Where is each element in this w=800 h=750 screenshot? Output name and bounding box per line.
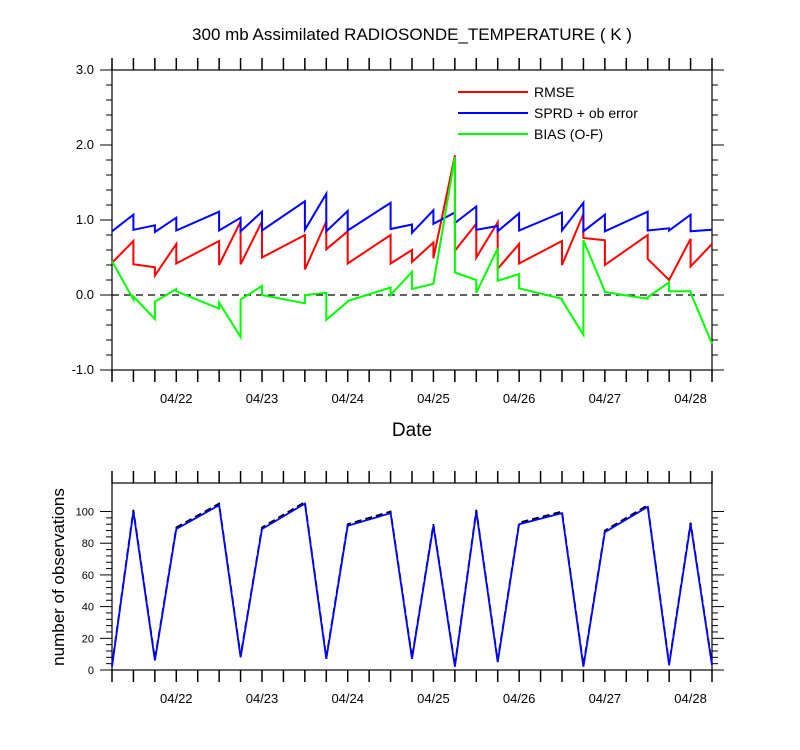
top-chart-panel: -1.0 0.0 1.0 2.0 3.0 04/22 04/23 04/24 04/25 04/2…	[72, 58, 724, 406]
y-tick-label: 20	[82, 633, 94, 645]
x-tick-label: 04/25	[417, 391, 450, 406]
x-tick-label: 04/25	[417, 691, 450, 706]
y-tick-label: 80	[82, 538, 94, 550]
x-tick-label: 04/26	[503, 391, 536, 406]
x-tick-label: 04/28	[674, 391, 707, 406]
plot-frame	[111, 482, 713, 671]
legend-label-sprd-ob-error: SPRD + ob error	[534, 105, 638, 121]
x-tick-label: 04/22	[160, 391, 193, 406]
y-tick-label: 3.0	[76, 62, 94, 77]
y-tick-label: 0.0	[76, 287, 94, 302]
x-tick-label: 04/24	[331, 691, 364, 706]
y-tick-label: -1.0	[72, 362, 94, 377]
x-tick-label: 04/24	[331, 391, 364, 406]
legend: RMSE SPRD + ob error BIAS (O-F)	[458, 84, 638, 142]
legend-label-rmse: RMSE	[534, 84, 574, 100]
bottom-chart-panel: 0 20 40 60 80 100 04/22 04/23 04/24 04/25 04/26 04/…	[76, 471, 724, 706]
series-line-possible-observations	[111, 500, 713, 666]
x-tick-label: 04/23	[246, 691, 279, 706]
y-tick-label: 0	[88, 665, 94, 677]
x-axis-label: Date	[392, 420, 432, 441]
x-tick-label: 04/27	[589, 391, 622, 406]
x-tick-label: 04/23	[246, 391, 279, 406]
y-axis-label-observations: number of observations	[49, 488, 68, 666]
y-tick-label: 60	[82, 570, 94, 582]
x-tick-label: 04/22	[160, 691, 193, 706]
legend-label-bias-o-f: BIAS (O-F)	[534, 126, 603, 142]
y-tick-label: 2.0	[76, 137, 94, 152]
x-tick-label: 04/26	[503, 691, 536, 706]
y-tick-label: 100	[76, 507, 94, 519]
y-tick-label: 1.0	[76, 212, 94, 227]
series-line-rmse	[111, 155, 713, 282]
series-line-assimilated-observations	[111, 502, 713, 667]
chart-title: 300 mb Assimilated RADIOSONDE_TEMPERATUR…	[192, 25, 632, 44]
x-tick-label: 04/28	[674, 691, 707, 706]
series-line-bias-o-f	[111, 156, 713, 345]
series-line-sprd-ob-error	[111, 190, 713, 236]
x-tick-label: 04/27	[589, 691, 622, 706]
y-tick-label: 40	[82, 602, 94, 614]
